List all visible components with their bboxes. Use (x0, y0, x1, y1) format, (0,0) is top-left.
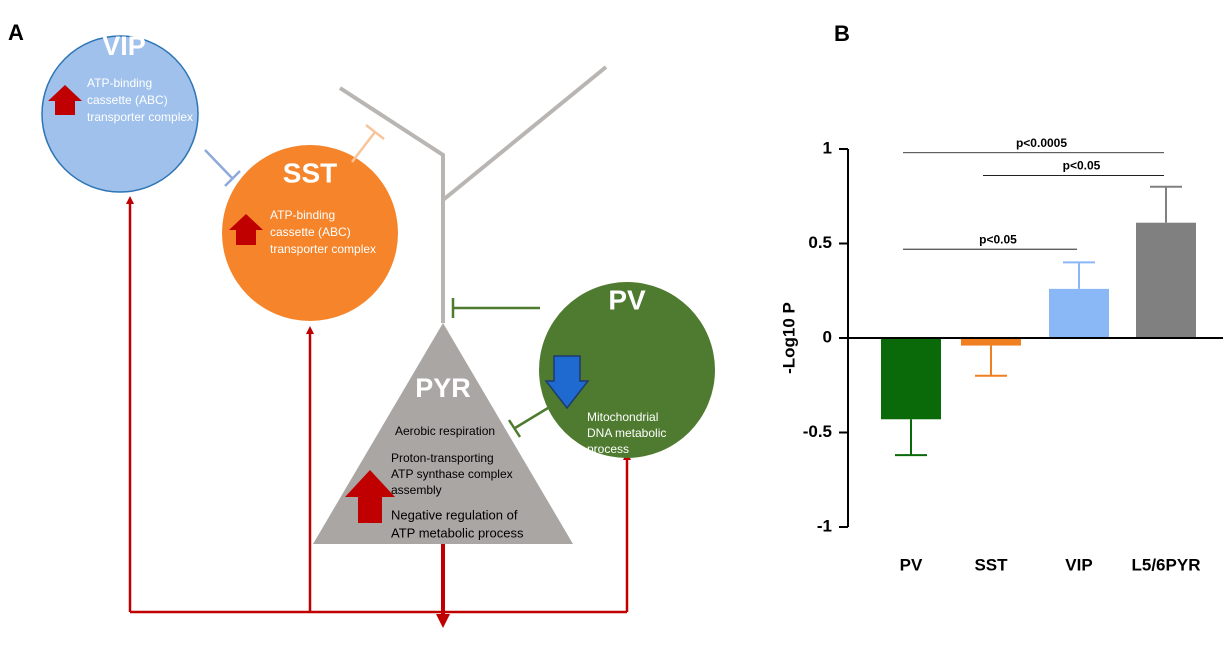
bar-chart: -1 -0.5 0 0.5 1 PV SST VIP L5/6PYR p<0.0005 p<0.05… (803, 136, 1223, 575)
node-text: cassette (ABC) (87, 93, 168, 107)
x-tick-label: VIP (1065, 555, 1092, 574)
node-text: transporter complex (270, 242, 376, 256)
panel-label: B (834, 21, 850, 46)
x-tick-label: PV (900, 555, 923, 574)
node-text: ATP synthase complex (391, 467, 513, 481)
bar (1049, 289, 1109, 338)
inhibition (205, 150, 240, 186)
node-label: VIP (102, 31, 146, 61)
x-tick-label: L5/6PYR (1132, 555, 1201, 574)
node-text: ATP-binding (270, 208, 335, 222)
node-label: PV (608, 284, 646, 315)
bar (1136, 223, 1196, 338)
node-text: assembly (391, 483, 442, 497)
node-text: Aerobic respiration (395, 424, 495, 438)
y-tick-label: -0.5 (803, 422, 832, 441)
significance-label: p<0.0005 (1016, 136, 1067, 150)
significance-label: p<0.05 (979, 232, 1017, 246)
y-tick-label: -1 (817, 516, 832, 535)
node-text: DNA metabolic (587, 426, 666, 440)
inhibition (453, 298, 540, 318)
y-tick-label: 0.5 (808, 233, 832, 252)
node-label: SST (283, 157, 337, 188)
y-tick-label: 0 (823, 327, 832, 346)
significance-label: p<0.05 (1063, 159, 1101, 173)
node-text: process (587, 442, 629, 456)
node-text: Negative regulation of (391, 507, 518, 522)
node-text: Proton-transporting (391, 451, 494, 465)
node-label: PYR (415, 373, 471, 403)
bar (961, 338, 1021, 346)
figure: A VIP ATP-binding cassette (ABC) transpo… (0, 0, 1223, 646)
node-text: ATP-binding (87, 76, 152, 90)
inhibition (352, 125, 384, 162)
node-text: transporter complex (87, 110, 193, 124)
node-text: cassette (ABC) (270, 225, 351, 239)
node-text: ATP metabolic process (391, 525, 524, 540)
bar (881, 338, 941, 419)
y-axis-label: -Log10 P (779, 302, 798, 374)
node-text: Mitochondrial (587, 410, 658, 424)
x-tick-label: SST (974, 555, 1008, 574)
inhibition (509, 408, 548, 437)
panel-label: A (8, 20, 24, 45)
y-tick-label: 1 (823, 138, 832, 157)
